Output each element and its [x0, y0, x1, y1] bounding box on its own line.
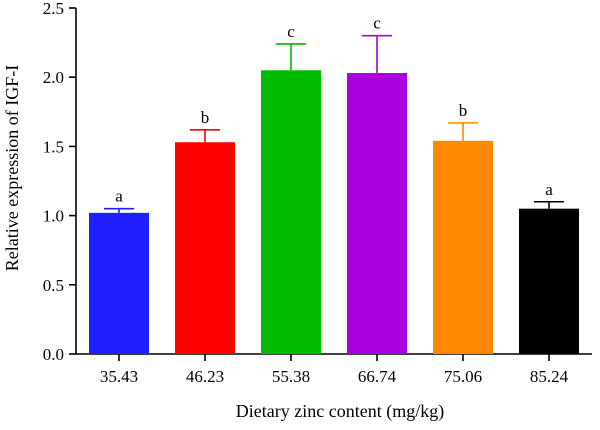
y-axis-title: Relative expression of IGF-I	[2, 65, 22, 271]
bars	[89, 70, 579, 354]
y-tick-label: 1.0	[43, 207, 64, 226]
x-tick-label: 55.38	[272, 367, 310, 386]
bar	[261, 70, 321, 354]
x-tick-label: 75.06	[444, 367, 482, 386]
significance-label: c	[287, 22, 295, 41]
x-tick-label: 85.24	[530, 367, 569, 386]
y-tick-label: 1.5	[43, 137, 64, 156]
x-tick-label: 46.23	[186, 367, 224, 386]
bar	[347, 73, 407, 354]
x-tick-label: 66.74	[358, 367, 397, 386]
x-axis-title: Dietary zinc content (mg/kg)	[236, 401, 444, 422]
significance-label: b	[459, 101, 468, 120]
bar	[433, 140, 493, 354]
significance-label: a	[545, 180, 553, 199]
significance-label: b	[201, 108, 210, 127]
y-tick-label: 2.5	[43, 0, 64, 18]
bar	[519, 208, 579, 354]
bar	[175, 142, 235, 354]
bar	[89, 212, 149, 354]
significance-labels: a b c c b a	[115, 14, 553, 206]
y-tick-label: 0.0	[43, 345, 64, 364]
significance-label: a	[115, 187, 123, 206]
error-bars	[104, 34, 564, 213]
significance-label: c	[373, 14, 381, 33]
x-tick-label: 35.43	[100, 367, 138, 386]
y-tick-label: 0.5	[43, 276, 64, 295]
y-tick-label: 2.0	[43, 68, 64, 87]
axes: 0.0 0.5 1.0 1.5 2.0 2.5 35.43 46.23 55.38 66.74 75…	[43, 0, 592, 386]
